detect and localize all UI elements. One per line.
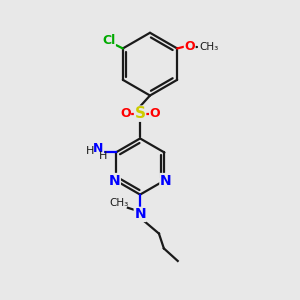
Text: N: N — [134, 207, 146, 221]
Text: O: O — [184, 40, 195, 53]
Text: CH₃: CH₃ — [109, 197, 129, 208]
Text: N: N — [109, 173, 120, 188]
Text: CH₃: CH₃ — [199, 42, 218, 52]
Text: Cl: Cl — [102, 34, 115, 47]
Text: S: S — [135, 106, 146, 121]
Text: H: H — [86, 146, 94, 156]
Text: N: N — [93, 142, 104, 155]
Text: O: O — [150, 107, 160, 120]
Text: N: N — [160, 173, 172, 188]
Text: O: O — [120, 107, 130, 120]
Text: H: H — [98, 151, 107, 161]
